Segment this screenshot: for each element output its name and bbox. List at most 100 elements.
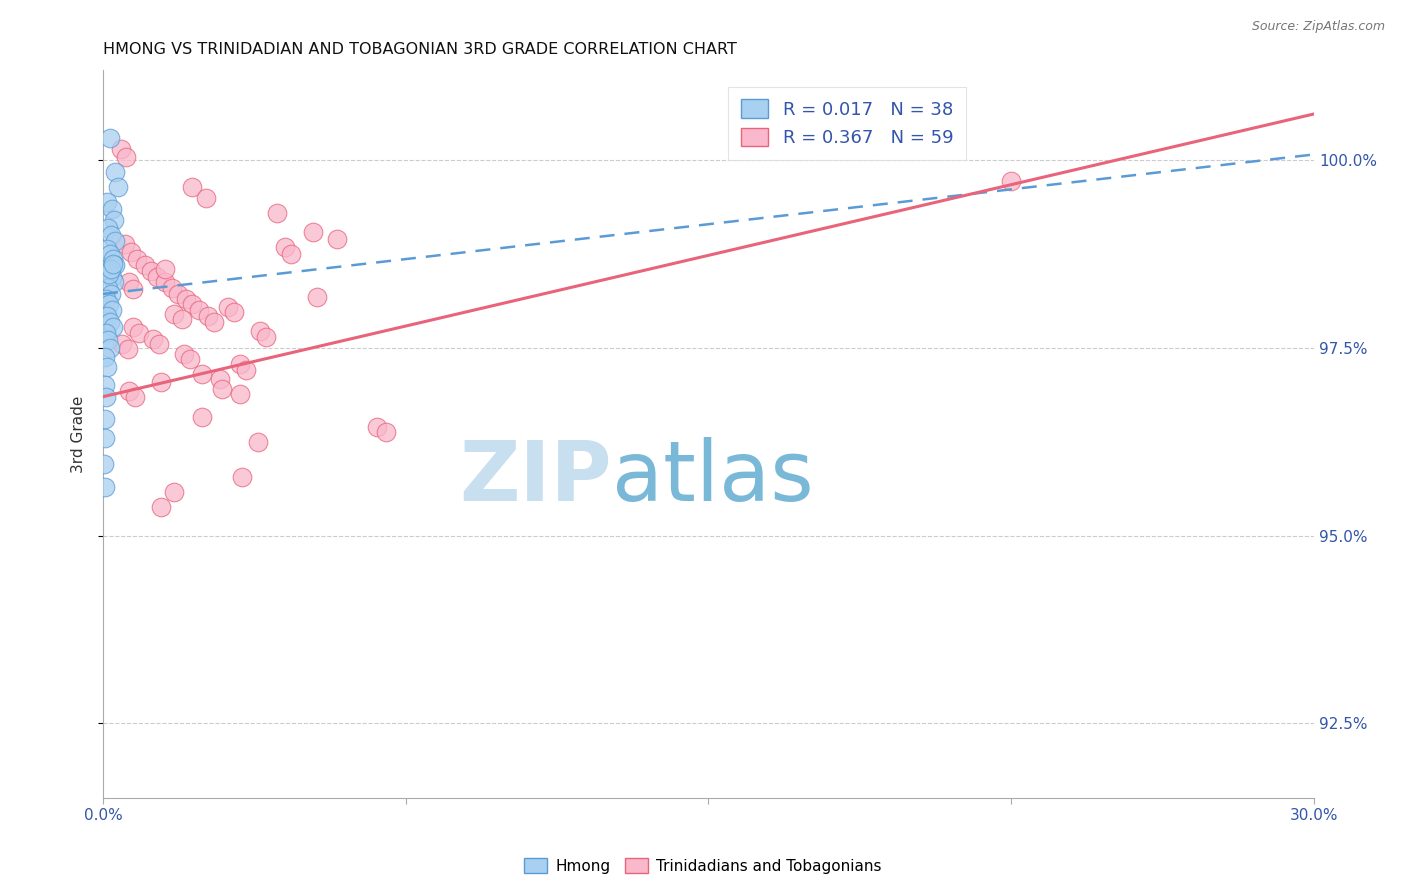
Point	[305, 290, 328, 304]
Point	[94, 480, 117, 494]
Point	[101, 303, 124, 318]
Y-axis label: 3rd Grade: 3rd Grade	[72, 395, 86, 473]
Point	[266, 206, 288, 220]
Point	[100, 228, 122, 243]
Point	[122, 320, 145, 334]
Point	[366, 419, 388, 434]
Point	[188, 303, 211, 318]
Point	[134, 259, 156, 273]
Text: ZIP: ZIP	[460, 437, 612, 518]
Point	[211, 382, 233, 396]
Point	[162, 307, 184, 321]
Point	[101, 202, 124, 217]
Point	[101, 252, 124, 267]
Point	[247, 434, 270, 449]
Text: atlas: atlas	[612, 437, 813, 518]
Point	[117, 343, 139, 357]
Point	[104, 164, 127, 178]
Point	[101, 257, 124, 271]
Point	[128, 326, 150, 340]
Point	[191, 368, 214, 382]
Legend: R = 0.017   N = 38, R = 0.367   N = 59: R = 0.017 N = 38, R = 0.367 N = 59	[728, 87, 966, 160]
Point	[98, 315, 121, 329]
Point	[302, 225, 325, 239]
Point	[174, 292, 197, 306]
Point	[94, 378, 117, 392]
Point	[180, 179, 202, 194]
Point	[273, 240, 295, 254]
Point	[235, 363, 257, 377]
Point	[100, 287, 122, 301]
Point	[170, 312, 193, 326]
Point	[254, 329, 277, 343]
Point	[96, 359, 118, 374]
Point	[127, 252, 149, 267]
Point	[97, 268, 120, 282]
Point	[93, 412, 115, 426]
Point	[180, 297, 202, 311]
Point	[103, 213, 125, 227]
Point	[100, 262, 122, 277]
Text: HMONG VS TRINIDADIAN AND TOBAGONIAN 3RD GRADE CORRELATION CHART: HMONG VS TRINIDADIAN AND TOBAGONIAN 3RD …	[103, 42, 737, 57]
Point	[374, 425, 396, 439]
Point	[94, 431, 117, 445]
Point	[118, 275, 141, 289]
Point	[114, 237, 136, 252]
Text: Source: ZipAtlas.com: Source: ZipAtlas.com	[1251, 20, 1385, 33]
Point	[104, 235, 127, 249]
Point	[179, 352, 201, 367]
Point	[326, 232, 349, 246]
Legend: Hmong, Trinidadians and Tobagonians: Hmong, Trinidadians and Tobagonians	[519, 852, 887, 880]
Point	[160, 281, 183, 295]
Point	[110, 142, 132, 156]
Point	[231, 470, 253, 484]
Point	[229, 358, 252, 372]
Point	[124, 390, 146, 404]
Point	[101, 269, 124, 284]
Point	[96, 194, 118, 209]
Point	[118, 384, 141, 399]
Point	[104, 259, 127, 273]
Point	[229, 387, 252, 401]
Point	[208, 372, 231, 386]
Point	[1000, 174, 1022, 188]
Point	[97, 297, 120, 311]
Point	[94, 326, 117, 340]
Point	[194, 191, 217, 205]
Point	[94, 292, 117, 306]
Point	[155, 262, 177, 277]
Point	[97, 221, 120, 235]
Point	[115, 150, 138, 164]
Point	[146, 269, 169, 284]
Point	[249, 325, 271, 339]
Point	[98, 341, 121, 355]
Point	[122, 283, 145, 297]
Point	[97, 264, 120, 278]
Point	[101, 320, 124, 334]
Point	[96, 242, 118, 256]
Point	[202, 315, 225, 329]
Point	[162, 485, 184, 500]
Point	[97, 334, 120, 348]
Point	[173, 347, 195, 361]
Point	[217, 300, 239, 314]
Point	[150, 375, 173, 389]
Point	[142, 332, 165, 346]
Point	[103, 275, 125, 289]
Point	[94, 350, 117, 364]
Point	[97, 281, 120, 295]
Point	[93, 457, 115, 471]
Point	[111, 337, 134, 351]
Point	[191, 409, 214, 424]
Point	[166, 287, 188, 301]
Point	[155, 275, 177, 289]
Point	[197, 310, 219, 324]
Point	[98, 247, 121, 261]
Point	[96, 310, 118, 324]
Point	[280, 247, 302, 261]
Point	[107, 179, 129, 194]
Point	[120, 244, 142, 259]
Point	[224, 305, 246, 319]
Point	[148, 337, 170, 351]
Point	[98, 131, 121, 145]
